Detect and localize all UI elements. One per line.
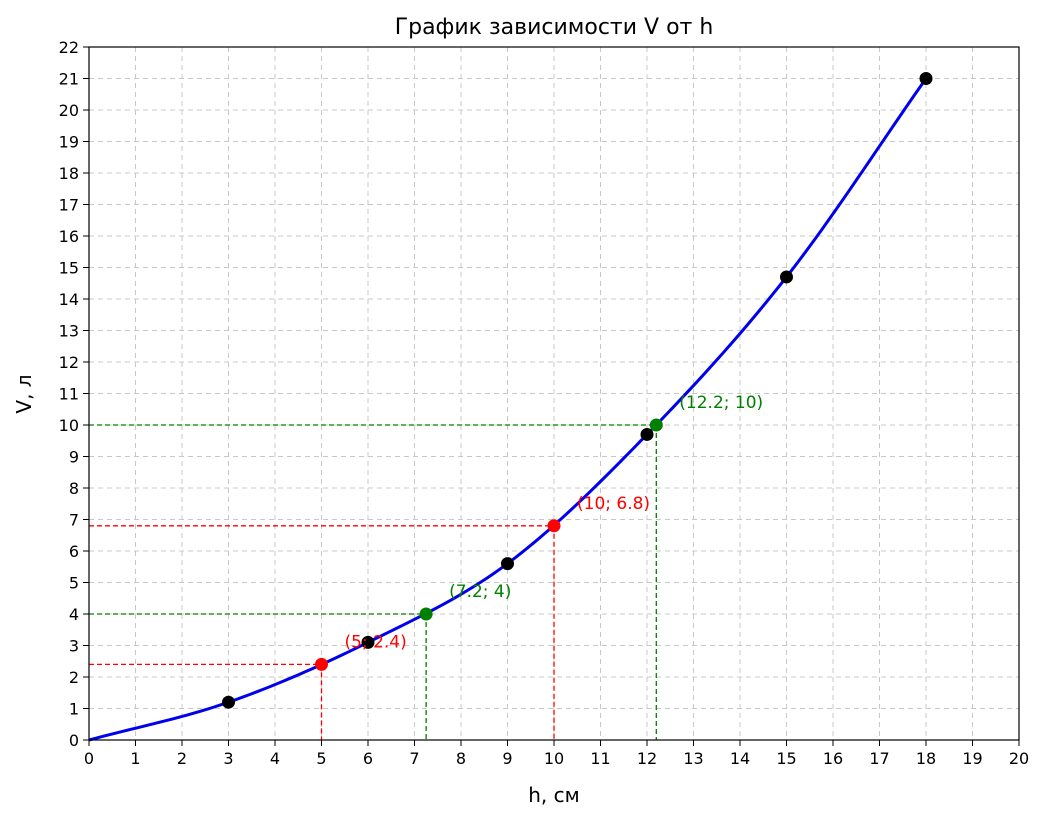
y-tick-label: 17 xyxy=(59,196,79,215)
data-point xyxy=(361,635,375,649)
x-tick-label: 10 xyxy=(544,749,564,768)
data-point xyxy=(780,270,793,284)
y-tick-label: 0 xyxy=(69,731,79,750)
y-tick-label: 9 xyxy=(69,448,79,467)
y-tick-label: 6 xyxy=(69,542,79,561)
point-annotation: (7.2; 4) xyxy=(449,582,511,602)
y-tick-label: 8 xyxy=(69,479,79,498)
highlight-point xyxy=(419,607,433,621)
x-tick-label: 14 xyxy=(730,749,750,768)
highlight-point xyxy=(649,418,663,432)
data-point xyxy=(640,427,654,441)
y-tick-label: 19 xyxy=(59,133,79,152)
x-tick-label: 3 xyxy=(223,749,233,768)
x-tick-label: 11 xyxy=(590,749,610,768)
y-tick-label: 16 xyxy=(59,227,79,246)
y-tick-label: 20 xyxy=(59,101,79,120)
annotations: (5; 2.4) (10; 6.8) (7.2; 4) (12.2; 10) xyxy=(345,393,764,652)
data-point xyxy=(919,72,933,85)
y-tick-label: 7 xyxy=(69,511,79,530)
y-tick-label: 15 xyxy=(59,259,79,278)
x-tick-label: 2 xyxy=(177,749,187,768)
y-tick-label: 10 xyxy=(59,416,79,435)
x-tick-label: 9 xyxy=(502,749,512,768)
x-tick-label: 17 xyxy=(869,749,889,768)
x-tick-label: 13 xyxy=(683,749,703,768)
y-tick-label: 11 xyxy=(59,385,79,404)
point-annotation: (10; 6.8) xyxy=(577,494,650,514)
y-tick-label: 5 xyxy=(69,574,79,593)
y-tick-label: 1 xyxy=(69,700,79,719)
y-tick-label: 22 xyxy=(59,38,79,57)
highlight-point xyxy=(315,657,328,671)
x-axis: 0 1 2 3 4 5 6 7 8 9 10 11 12 13 14 15 16 17 18 19 20 xyxy=(84,740,1029,768)
guide-lines xyxy=(89,424,657,740)
point-annotation: (5; 2.4) xyxy=(345,632,407,652)
y-tick-label: 13 xyxy=(59,322,79,341)
x-tick-label: 20 xyxy=(1009,749,1029,768)
y-tick-label: 4 xyxy=(69,605,79,624)
data-point xyxy=(501,557,514,571)
y-tick-label: 2 xyxy=(69,668,79,687)
chart-title: График зависимости V от h xyxy=(395,15,714,40)
x-axis-label: h, см xyxy=(528,783,579,807)
point-annotation: (12.2; 10) xyxy=(679,393,763,413)
data-point xyxy=(222,695,235,709)
y-tick-label: 14 xyxy=(59,290,79,309)
x-tick-label: 0 xyxy=(84,749,94,768)
y-tick-label: 12 xyxy=(59,353,79,372)
x-tick-label: 8 xyxy=(456,749,466,768)
x-tick-label: 6 xyxy=(363,749,373,768)
x-tick-label: 1 xyxy=(130,749,140,768)
x-tick-label: 19 xyxy=(962,749,982,768)
y-axis-label: V, л xyxy=(12,374,36,413)
highlight-point xyxy=(547,519,561,533)
x-tick-label: 18 xyxy=(916,749,936,768)
y-tick-label: 18 xyxy=(59,164,79,183)
y-tick-label: 21 xyxy=(59,70,79,89)
grid xyxy=(88,46,1020,741)
y-tick-label: 3 xyxy=(69,637,79,656)
x-tick-label: 16 xyxy=(823,749,843,768)
x-tick-label: 4 xyxy=(270,749,280,768)
points-layer xyxy=(222,72,933,709)
x-tick-label: 15 xyxy=(776,749,796,768)
x-tick-label: 12 xyxy=(637,749,657,768)
x-tick-label: 5 xyxy=(316,749,326,768)
x-tick-label: 7 xyxy=(409,749,419,768)
